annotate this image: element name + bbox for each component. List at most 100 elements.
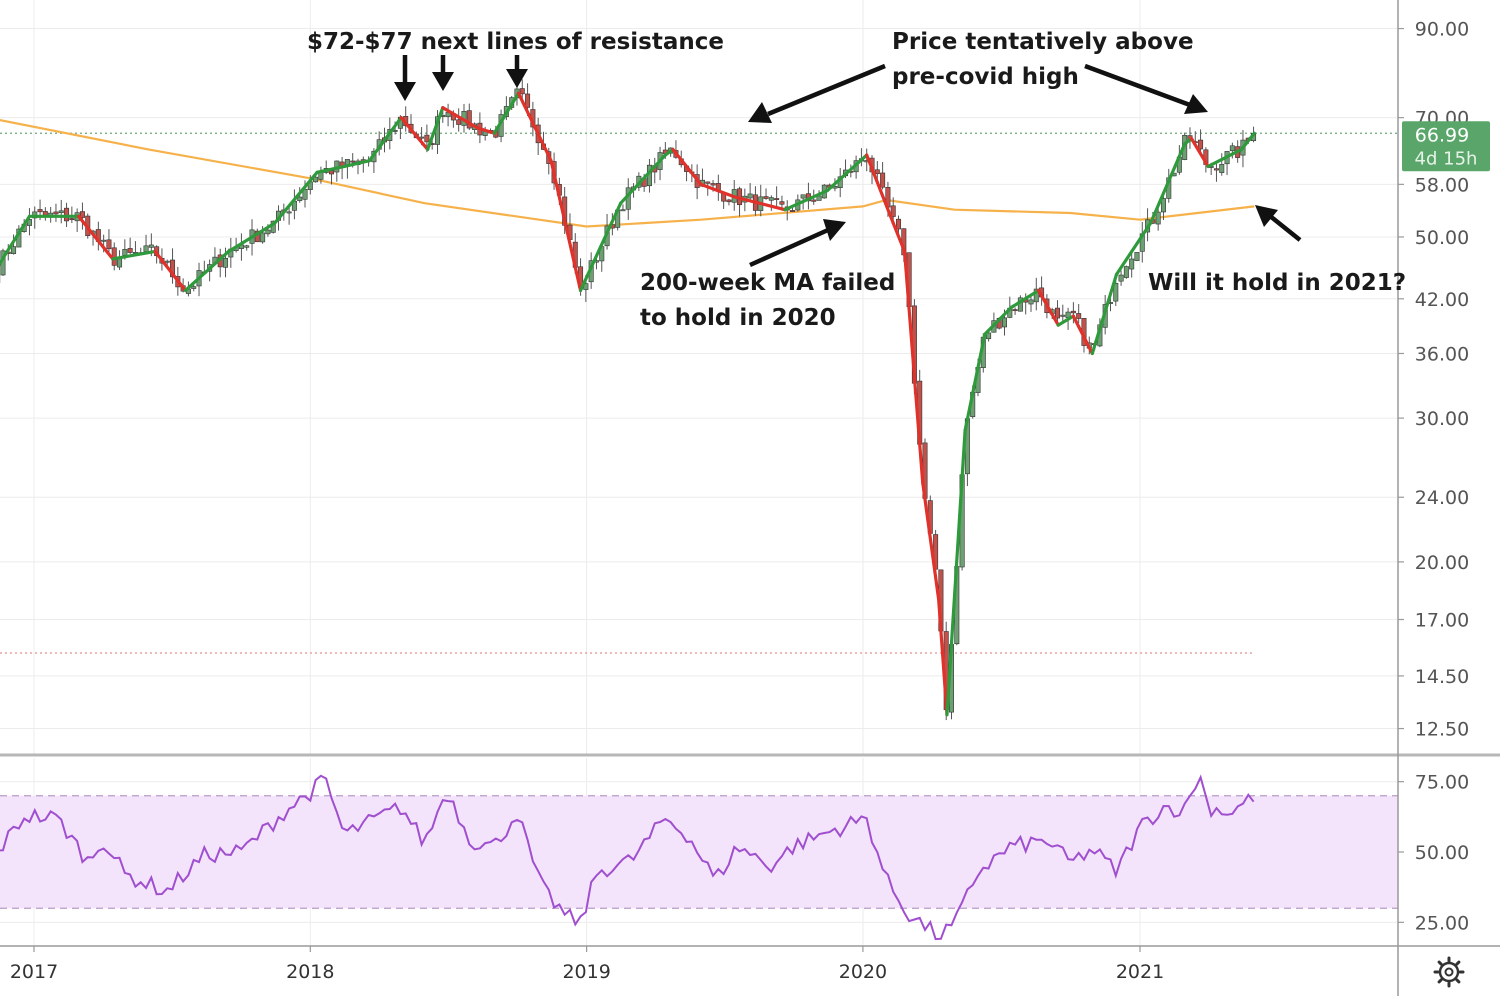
trend-segment xyxy=(983,305,1013,336)
trend-segment xyxy=(902,249,925,485)
trend-segment xyxy=(0,214,32,266)
trend-segment xyxy=(273,170,319,225)
price-candle xyxy=(466,103,472,131)
trend-segment xyxy=(516,91,553,163)
resistance-arrow-1 xyxy=(394,55,416,101)
time-axis[interactable]: 2017 2018 2019 2020 2021 xyxy=(10,946,1164,983)
ma-failed-annotation-line1: 200-week MA failed xyxy=(640,270,895,296)
rsi-layer xyxy=(0,774,1255,941)
rsi-line xyxy=(0,774,1255,941)
covid-high-arrow-left xyxy=(748,63,886,123)
ma-failed-annotation-line2: to hold in 2020 xyxy=(640,305,836,331)
price-tick-label: 30.00 xyxy=(1415,408,1469,430)
price-candle xyxy=(313,175,319,183)
price-candle xyxy=(11,234,17,255)
time-tick-label: 2018 xyxy=(286,961,334,983)
trend-segment xyxy=(921,481,941,601)
trend-segment xyxy=(578,201,623,293)
price-candle xyxy=(874,161,880,181)
price-candle xyxy=(747,183,753,200)
trend-segment xyxy=(1114,221,1153,276)
price-candle xyxy=(1076,304,1082,324)
trend-segment xyxy=(426,106,445,152)
trend-segment xyxy=(1206,147,1244,169)
price-candle xyxy=(1198,129,1204,155)
price-candle xyxy=(768,195,774,211)
rsi-axis[interactable]: 75.00 50.00 25.00 xyxy=(1398,772,1469,935)
resistance-arrow-2 xyxy=(432,55,454,91)
trend-segment xyxy=(476,126,496,135)
trend-segment xyxy=(183,249,231,293)
price-candle xyxy=(1060,304,1066,324)
price-candle xyxy=(620,204,626,212)
price-tick-label: 14.50 xyxy=(1415,666,1469,688)
trend-segment xyxy=(441,106,480,130)
price-candle xyxy=(1123,265,1129,279)
price-candle xyxy=(1012,307,1018,315)
trend-line-layer xyxy=(0,91,1256,717)
trend-segment xyxy=(732,195,787,212)
trend-segment xyxy=(891,221,907,254)
price-candle xyxy=(58,199,64,224)
ma-failed-arrow xyxy=(749,219,846,268)
price-candle xyxy=(1213,161,1219,182)
price-candle xyxy=(1070,302,1076,324)
price-candle xyxy=(1118,270,1124,286)
main-pane xyxy=(0,0,1398,754)
rsi-tick-label: 25.00 xyxy=(1415,912,1469,934)
price-candle xyxy=(1033,277,1039,311)
trend-segment xyxy=(549,159,583,293)
covid-high-annotation-line1: Price tentatively above xyxy=(892,29,1194,55)
trend-segment xyxy=(77,214,115,261)
trend-segment xyxy=(367,116,403,163)
will-hold-annotation: Will it hold in 2021? xyxy=(1148,270,1406,296)
price-candle xyxy=(127,237,133,254)
trend-segment xyxy=(315,164,346,174)
price-candle xyxy=(456,108,462,132)
gear-icon[interactable] xyxy=(1433,956,1465,988)
trend-segment xyxy=(1090,272,1119,356)
trend-segment xyxy=(226,221,277,254)
rsi-band xyxy=(0,795,1398,909)
last-price-badge: 66.99 4d 15h xyxy=(1402,121,1490,172)
price-candle xyxy=(79,202,85,230)
resistance-annotation: $72-$77 next lines of resistance xyxy=(307,29,724,55)
price-candle xyxy=(244,244,250,251)
trend-segment xyxy=(399,116,430,152)
time-tick-label: 2020 xyxy=(839,961,887,983)
time-tick-label: 2021 xyxy=(1116,961,1164,983)
price-tick-label: 20.00 xyxy=(1415,552,1469,574)
trend-segment xyxy=(153,249,188,293)
trend-segment xyxy=(865,153,895,225)
will-hold-arrow xyxy=(1255,205,1302,242)
price-tick-label: 12.50 xyxy=(1415,719,1469,741)
trend-segment xyxy=(945,428,967,717)
price-tick-label: 42.00 xyxy=(1415,289,1469,311)
trend-segment xyxy=(1071,314,1094,356)
price-candle xyxy=(880,162,886,190)
ma-200-week-line xyxy=(0,118,1255,228)
price-candle xyxy=(170,248,176,284)
price-candle xyxy=(106,229,112,253)
annotation-arrows xyxy=(394,55,1302,268)
trend-segment xyxy=(1189,136,1210,169)
trend-segment xyxy=(963,332,987,432)
resistance-arrow-3 xyxy=(506,55,528,88)
price-tick-label: 24.00 xyxy=(1415,487,1469,509)
trend-segment xyxy=(1148,142,1187,225)
countdown-label: 4d 15h xyxy=(1415,148,1478,169)
time-tick-label: 2017 xyxy=(10,961,58,983)
rsi-tick-label: 75.00 xyxy=(1415,772,1469,794)
last-price-label: 66.99 xyxy=(1415,124,1469,146)
main-grid xyxy=(0,0,1398,754)
trend-segment xyxy=(783,188,829,212)
time-tick-label: 2019 xyxy=(562,961,610,983)
trend-segment xyxy=(671,147,703,186)
price-candle xyxy=(790,207,796,212)
price-candle xyxy=(53,203,59,222)
trend-segment xyxy=(825,153,869,193)
trend-segment xyxy=(342,159,371,169)
price-tick-label: 50.00 xyxy=(1415,227,1469,249)
price-candle xyxy=(774,186,780,207)
